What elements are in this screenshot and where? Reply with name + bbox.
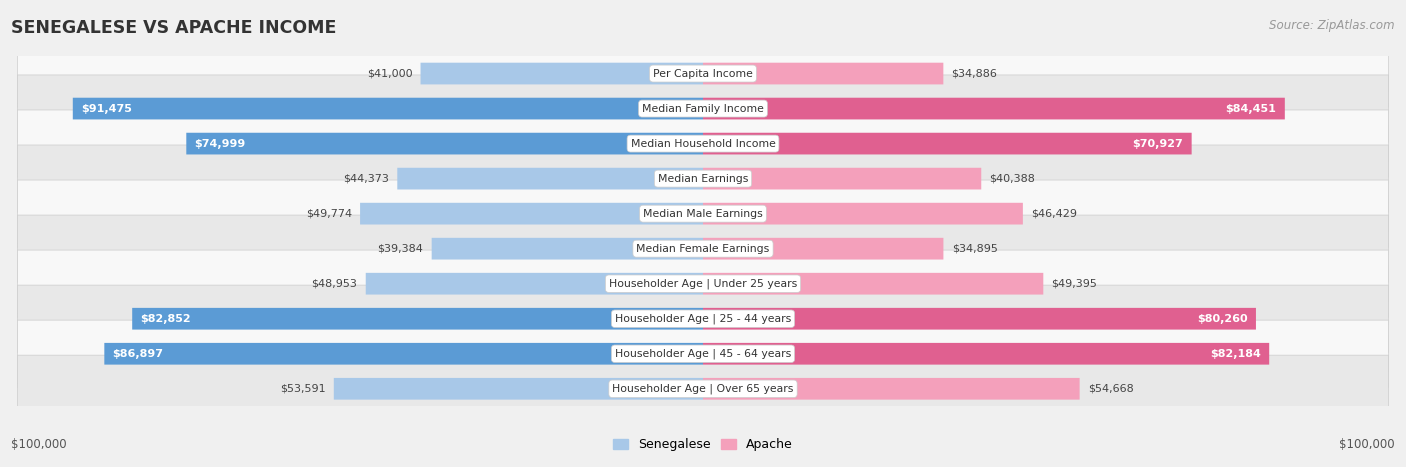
Text: $34,886: $34,886 [952,69,997,78]
FancyBboxPatch shape [703,238,943,260]
FancyBboxPatch shape [333,378,703,400]
Text: Median Household Income: Median Household Income [630,139,776,149]
Text: $39,384: $39,384 [378,244,423,254]
FancyBboxPatch shape [17,355,1389,422]
Text: $49,774: $49,774 [305,209,352,219]
Text: $53,591: $53,591 [280,384,326,394]
Text: $80,260: $80,260 [1197,314,1247,324]
FancyBboxPatch shape [132,308,703,330]
Text: $100,000: $100,000 [11,438,67,451]
Text: $46,429: $46,429 [1031,209,1077,219]
Text: Source: ZipAtlas.com: Source: ZipAtlas.com [1270,19,1395,32]
Text: Median Family Income: Median Family Income [643,104,763,113]
FancyBboxPatch shape [17,40,1389,107]
Text: $84,451: $84,451 [1226,104,1277,113]
Text: Householder Age | Under 25 years: Householder Age | Under 25 years [609,278,797,289]
Text: $34,895: $34,895 [952,244,997,254]
FancyBboxPatch shape [17,215,1389,282]
FancyBboxPatch shape [17,145,1389,212]
Text: $74,999: $74,999 [194,139,246,149]
FancyBboxPatch shape [703,273,1043,295]
Text: Per Capita Income: Per Capita Income [652,69,754,78]
FancyBboxPatch shape [703,63,943,85]
Text: Householder Age | 25 - 44 years: Householder Age | 25 - 44 years [614,313,792,324]
Text: Householder Age | Over 65 years: Householder Age | Over 65 years [612,383,794,394]
FancyBboxPatch shape [703,308,1256,330]
FancyBboxPatch shape [17,75,1389,142]
FancyBboxPatch shape [187,133,703,155]
FancyBboxPatch shape [703,378,1080,400]
Text: $70,927: $70,927 [1133,139,1184,149]
Legend: Senegalese, Apache: Senegalese, Apache [609,433,797,456]
Text: $49,395: $49,395 [1052,279,1098,289]
FancyBboxPatch shape [703,203,1024,225]
Text: Median Female Earnings: Median Female Earnings [637,244,769,254]
FancyBboxPatch shape [398,168,703,190]
Text: $54,668: $54,668 [1088,384,1133,394]
FancyBboxPatch shape [432,238,703,260]
FancyBboxPatch shape [17,250,1389,318]
FancyBboxPatch shape [17,285,1389,352]
Text: $40,388: $40,388 [990,174,1035,184]
Text: Householder Age | 45 - 64 years: Householder Age | 45 - 64 years [614,348,792,359]
FancyBboxPatch shape [703,98,1285,120]
FancyBboxPatch shape [104,343,703,365]
FancyBboxPatch shape [17,110,1389,177]
Text: $41,000: $41,000 [367,69,412,78]
FancyBboxPatch shape [420,63,703,85]
FancyBboxPatch shape [73,98,703,120]
FancyBboxPatch shape [703,168,981,190]
Text: $82,852: $82,852 [141,314,191,324]
Text: Median Male Earnings: Median Male Earnings [643,209,763,219]
FancyBboxPatch shape [366,273,703,295]
Text: $100,000: $100,000 [1339,438,1395,451]
Text: Median Earnings: Median Earnings [658,174,748,184]
Text: $86,897: $86,897 [112,349,163,359]
FancyBboxPatch shape [17,180,1389,248]
Text: $82,184: $82,184 [1211,349,1261,359]
FancyBboxPatch shape [17,320,1389,388]
Text: $91,475: $91,475 [82,104,132,113]
Text: SENEGALESE VS APACHE INCOME: SENEGALESE VS APACHE INCOME [11,19,336,37]
FancyBboxPatch shape [360,203,703,225]
FancyBboxPatch shape [703,343,1270,365]
FancyBboxPatch shape [703,133,1192,155]
Text: $44,373: $44,373 [343,174,389,184]
Text: $48,953: $48,953 [312,279,357,289]
